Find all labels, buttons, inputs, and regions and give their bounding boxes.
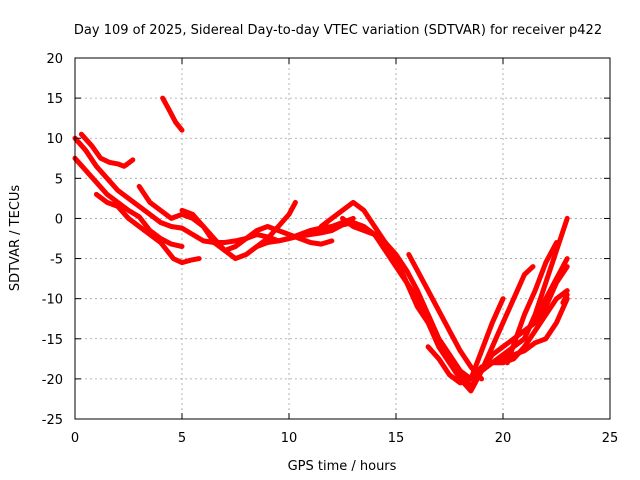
ticks <box>74 57 611 420</box>
plot-frame <box>74 57 611 420</box>
y-tick-label: -25 <box>42 413 63 428</box>
series-line-5 <box>93 191 202 266</box>
series-line-1 <box>160 95 185 133</box>
series-line-15 <box>479 264 536 374</box>
x-tick-label: 10 <box>281 431 298 446</box>
x-tick-label: 15 <box>388 431 405 446</box>
series-line-12 <box>406 252 485 382</box>
series-line-2 <box>78 131 136 169</box>
series-line-11 <box>372 232 527 382</box>
x-tick-label: 20 <box>495 431 512 446</box>
series-line-4 <box>72 155 185 249</box>
series-line-6 <box>136 183 335 253</box>
y-tick-label: -15 <box>42 333 63 348</box>
series-line-8 <box>254 199 298 249</box>
series-line-13 <box>425 288 570 386</box>
y-axis-label: SDTVAR / TECUs <box>8 185 23 292</box>
chart-title: Day 109 of 2025, Sidereal Day-to-day VTE… <box>74 23 602 38</box>
x-tick-label: 5 <box>178 431 186 446</box>
x-tick-label: 0 <box>71 431 79 446</box>
x-axis-label: GPS time / hours <box>288 459 397 474</box>
y-tick-label: -20 <box>42 373 63 388</box>
series-line-9 <box>318 199 570 394</box>
y-tick-label: 15 <box>46 92 63 107</box>
y-tick-label: -5 <box>50 253 63 268</box>
series-line-17 <box>521 215 570 342</box>
series-line-16 <box>504 240 559 366</box>
y-tick-label: 20 <box>46 52 63 67</box>
series-group <box>72 95 570 394</box>
series-line-7 <box>179 207 356 262</box>
y-tick-label: -10 <box>42 293 63 308</box>
y-tick-label: 0 <box>55 212 63 227</box>
y-tick-labels: -25 -20 -15 -10 -5 0 5 10 15 20 <box>42 52 63 428</box>
series-line-3 <box>72 135 399 262</box>
series-line-19 <box>560 292 570 306</box>
y-tick-label: 10 <box>46 132 63 147</box>
series-line-18 <box>532 256 570 326</box>
x-tick-label: 25 <box>602 431 619 446</box>
y-tick-label: 5 <box>55 172 63 187</box>
x-tick-labels: 0 5 10 15 20 25 <box>71 431 618 446</box>
series-line-14 <box>468 296 506 382</box>
